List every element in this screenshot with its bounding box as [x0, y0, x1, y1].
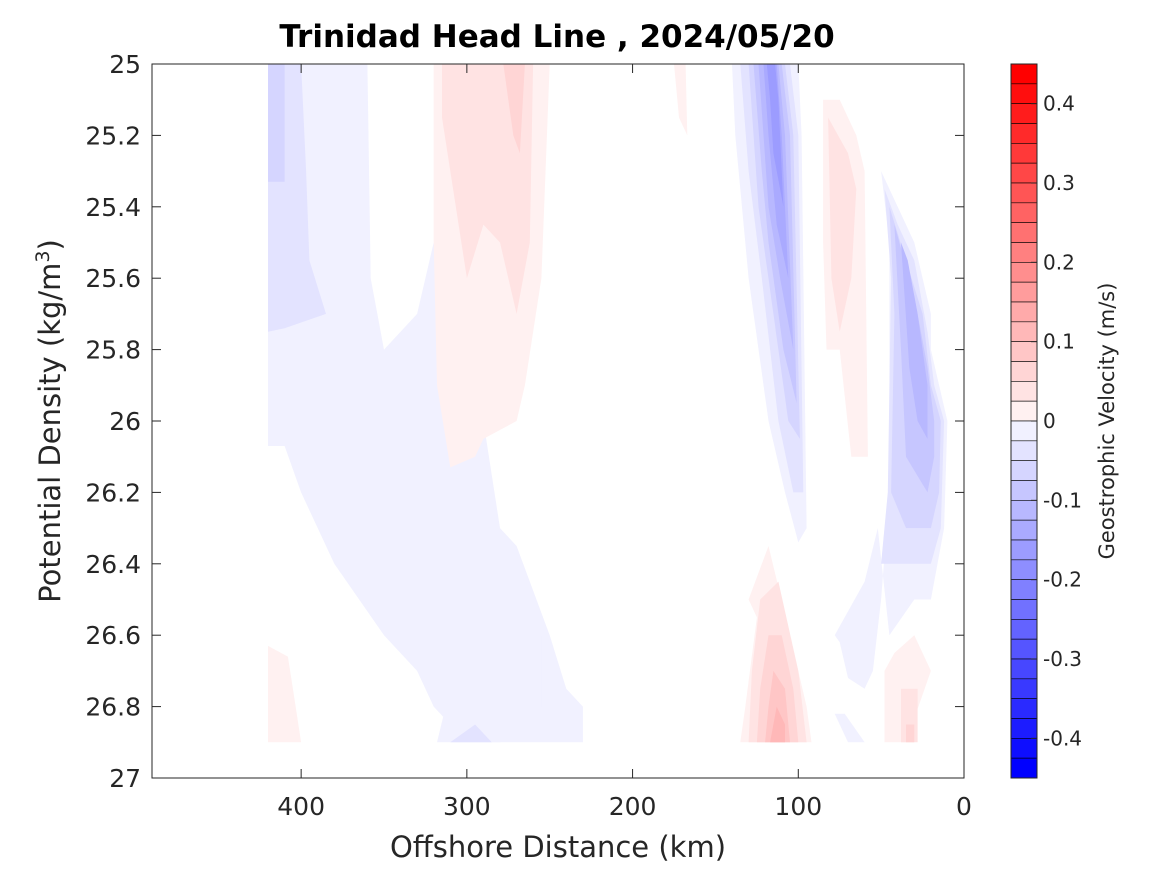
- colorbar-band-17: [1010, 400, 1038, 422]
- colorbar-band-4: [1010, 143, 1038, 164]
- contour-region-neg-4: [450, 724, 492, 743]
- y-tick-label-25.8: 25.8: [85, 336, 141, 365]
- chart-title: Trinidad Head Line , 2024/05/20: [279, 19, 834, 55]
- contour-region-pos-30: [906, 724, 915, 743]
- colorbar-band-26: [1010, 579, 1038, 600]
- colorbar-band-19: [1010, 440, 1038, 461]
- colorbar-band-23: [1010, 519, 1038, 541]
- colorbar-band-30: [1010, 658, 1038, 680]
- contour-region-pos-27: [770, 706, 785, 743]
- contour-fills: [268, 64, 948, 743]
- y-tick-label-25.2: 25.2: [85, 121, 141, 150]
- contour-region-neg-2: [268, 64, 285, 182]
- colorbar-band-21: [1010, 480, 1038, 501]
- colorbar-tick-label-0: 0: [1043, 409, 1056, 433]
- y-axis-label-superscript: 3: [32, 250, 54, 262]
- y-tick-label-26.8: 26.8: [85, 693, 141, 722]
- colorbar-band-25: [1010, 559, 1038, 580]
- y-tick-label-26.4: 26.4: [85, 550, 141, 579]
- colorbar-tick-label-0.4: 0.4: [1043, 92, 1075, 116]
- y-tick-label-25.6: 25.6: [85, 264, 141, 293]
- contour-region-pos-6: [442, 64, 534, 314]
- colorbar-band-28: [1010, 619, 1038, 640]
- y-tick-label-26.2: 26.2: [85, 478, 141, 507]
- colorbar-tick-label--0.1: -0.1: [1043, 488, 1082, 512]
- x-tick-label-400: 400: [277, 792, 325, 821]
- colorbar-band-29: [1010, 638, 1038, 660]
- colorbar-band-32: [1010, 698, 1038, 719]
- contour-region-pos-8: [674, 64, 688, 136]
- colorbar-band-22: [1010, 500, 1038, 521]
- colorbar-band-33: [1010, 718, 1038, 739]
- colorbar-band-6: [1010, 182, 1038, 204]
- colorbar-tick-label-0.1: 0.1: [1043, 330, 1075, 354]
- colorbar-band-0: [1010, 63, 1038, 85]
- contour-region-neg-32: [834, 713, 865, 743]
- colorbar-band-12: [1010, 301, 1038, 323]
- contour-region-pos-17: [828, 117, 857, 332]
- colorbar-band-34: [1010, 738, 1038, 759]
- colorbar-band-5: [1010, 162, 1038, 184]
- colorbar-band-16: [1010, 381, 1038, 402]
- x-axis-label: Offshore Distance (km): [390, 830, 726, 864]
- colorbar-band-15: [1010, 361, 1038, 382]
- x-tick-label-300: 300: [443, 792, 491, 821]
- x-tick-label-200: 200: [609, 792, 657, 821]
- colorbar-band-18: [1010, 420, 1038, 442]
- colorbar-label: Geostrophic Velocity (m/s): [1095, 283, 1119, 560]
- colorbar-tick-label-0.3: 0.3: [1043, 171, 1075, 195]
- colorbar-band-7: [1010, 202, 1038, 223]
- colorbar-band-14: [1010, 341, 1038, 362]
- colorbar-tick-label--0.2: -0.2: [1043, 568, 1082, 592]
- y-tick-label-26: 26: [109, 407, 141, 436]
- contour-region-neg-14: [763, 64, 789, 279]
- contour-region-neg-15: [766, 64, 784, 207]
- colorbar-band-35: [1010, 757, 1038, 779]
- x-axis-ticks: 400 300 200 100 0: [277, 64, 972, 821]
- y-axis-label-close: ): [33, 239, 67, 250]
- y-axis-ticks: 25 25.2 25.4 25.6 25.8 26 26.2 26.4 26.6 26.8 27: [85, 50, 964, 793]
- y-axis-label-main: Potential Density (kg/m: [33, 263, 67, 603]
- y-axis-label: Potential Density (kg/m3): [32, 239, 67, 603]
- colorbar-band-3: [1010, 123, 1038, 144]
- colorbar-band-27: [1010, 599, 1038, 620]
- contour-region-neg-22: [901, 242, 928, 439]
- colorbar-band-11: [1010, 281, 1038, 303]
- colorbar-band-24: [1010, 539, 1038, 561]
- contour-region-neg-0: [268, 64, 583, 743]
- colorbar-band-9: [1010, 242, 1038, 263]
- colorbar-band-1: [1010, 83, 1038, 104]
- contour-region-neg-3: [437, 617, 542, 743]
- colorbar-tick-label--0.4: -0.4: [1043, 726, 1082, 750]
- y-tick-label-25: 25: [109, 50, 141, 79]
- colorbar-band-13: [1010, 321, 1038, 342]
- colorbar-band-8: [1010, 222, 1038, 243]
- y-tick-label-27: 27: [109, 764, 141, 793]
- contour-region-pos-28: [884, 635, 931, 743]
- contour-region-pos-7: [503, 64, 525, 154]
- colorbar-band-2: [1010, 103, 1038, 124]
- colorbar-tick-label-0.2: 0.2: [1043, 250, 1075, 274]
- colorbar-tick-label--0.3: -0.3: [1043, 647, 1082, 671]
- colorbar: 0.4 0.3 0.2 0.1 0 -0.1 -0.2 -0.3 -0.4: [1010, 63, 1082, 779]
- colorbar-band-10: [1010, 262, 1038, 283]
- x-tick-label-100: 100: [774, 792, 822, 821]
- colorbar-band-31: [1010, 678, 1038, 699]
- y-tick-label-26.6: 26.6: [85, 621, 141, 650]
- y-tick-label-25.4: 25.4: [85, 193, 141, 222]
- contour-region-pos-31: [268, 645, 302, 743]
- colorbar-band-20: [1010, 460, 1038, 481]
- x-tick-label-0: 0: [956, 792, 972, 821]
